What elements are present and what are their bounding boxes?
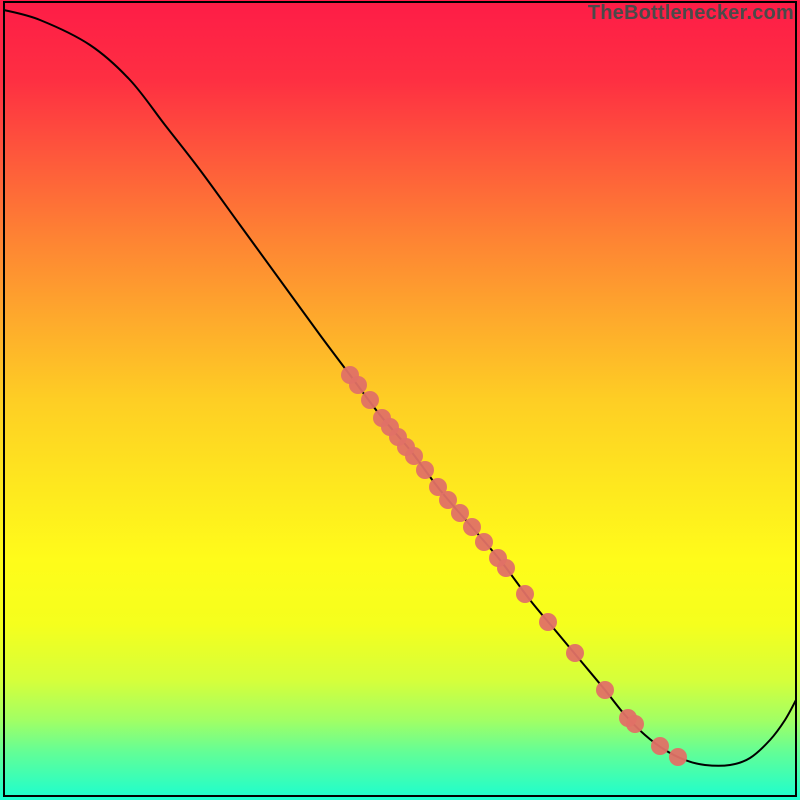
data-point (349, 376, 367, 394)
data-point (451, 504, 469, 522)
data-point (405, 447, 423, 465)
bottleneck-curve (4, 10, 796, 766)
data-point (626, 715, 644, 733)
data-point (539, 613, 557, 631)
data-point (497, 559, 515, 577)
chart-border (4, 2, 796, 796)
data-point (416, 461, 434, 479)
data-point (463, 518, 481, 536)
chart-container: TheBottlenecker.com (0, 0, 800, 800)
data-point (596, 681, 614, 699)
data-point (516, 585, 534, 603)
data-point (566, 644, 584, 662)
watermark-text: TheBottlenecker.com (588, 2, 794, 25)
data-point (475, 533, 493, 551)
chart-overlay (0, 0, 800, 800)
data-point (669, 748, 687, 766)
data-point (651, 737, 669, 755)
data-points (341, 366, 687, 766)
data-point (361, 391, 379, 409)
